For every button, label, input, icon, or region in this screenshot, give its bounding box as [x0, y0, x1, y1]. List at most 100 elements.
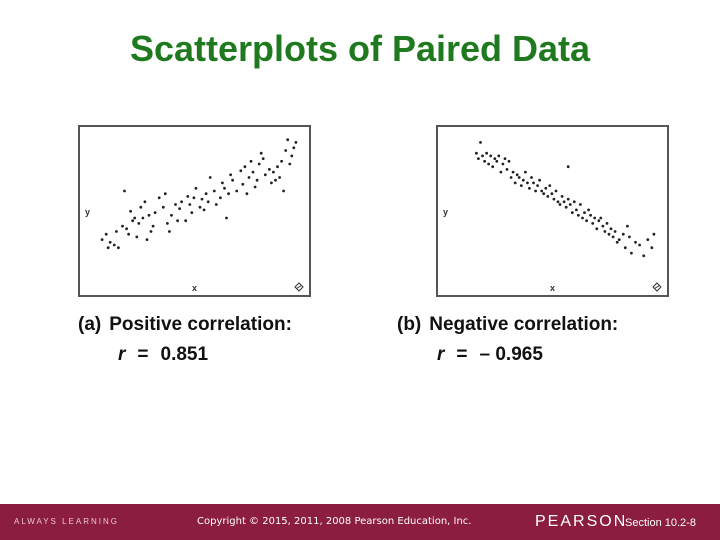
r-negative-equals: =	[456, 344, 468, 365]
positive-point-74	[176, 219, 179, 223]
positive-point-20	[168, 230, 171, 233]
negative-calculator-busy-icon	[652, 282, 662, 292]
negative-point-16	[507, 159, 511, 163]
footer-brand-logo: PEARSON	[535, 513, 628, 530]
negative-point-11	[497, 154, 501, 158]
positive-point-66	[278, 176, 281, 179]
negative-point-13	[501, 162, 505, 166]
negative-point-71	[628, 235, 631, 239]
positive-point-15	[149, 230, 153, 233]
negative-point-63	[605, 222, 609, 225]
positive-point-23	[178, 207, 181, 210]
footer-section-number: Section 10.2-8	[625, 517, 696, 529]
negative-point-17	[509, 176, 513, 179]
negative-point-5	[485, 151, 488, 155]
positive-point-26	[186, 195, 190, 198]
negative-point-14	[503, 157, 507, 160]
positive-point-36	[214, 203, 218, 206]
positive-point-1	[104, 232, 108, 236]
positive-point-48	[249, 159, 253, 163]
positive-point-46	[243, 165, 247, 169]
positive-point-43	[235, 189, 239, 193]
negative-point-75	[642, 254, 646, 258]
positive-point-18	[161, 205, 165, 209]
positive-point-80	[131, 219, 135, 223]
negative-point-40	[556, 200, 560, 204]
caption-positive-text: Positive correlation:	[109, 314, 292, 335]
negative-point-74	[638, 243, 641, 247]
r-positive-number: 0.851	[160, 344, 209, 365]
positive-point-14	[143, 200, 147, 204]
positive-point-0	[100, 238, 104, 241]
negative-point-33	[542, 192, 546, 196]
negative-point-80	[615, 240, 619, 244]
negative-point-61	[601, 224, 605, 228]
negative-point-67	[613, 230, 617, 233]
negative-point-42	[560, 195, 564, 198]
positive-point-42	[231, 178, 235, 182]
negative-point-68	[617, 238, 621, 241]
positive-point-17	[157, 196, 161, 200]
positive-point-39	[223, 186, 226, 190]
negative-point-28	[532, 181, 535, 185]
r-positive-equals: =	[137, 344, 149, 365]
negative-point-26	[528, 186, 531, 190]
positive-point-60	[284, 149, 288, 152]
positive-point-69	[245, 192, 249, 196]
negative-point-31	[538, 178, 541, 182]
positive-point-28	[192, 196, 196, 200]
negative-point-58	[593, 216, 597, 220]
negative-point-2	[477, 157, 480, 160]
negative-point-48	[572, 200, 576, 204]
r-negative-number: – 0.965	[479, 344, 543, 365]
positive-x-axis-label: x	[192, 283, 197, 293]
negative-point-82	[566, 165, 570, 169]
positive-point-29	[194, 186, 198, 190]
negative-point-72	[630, 251, 633, 255]
positive-point-2	[106, 246, 110, 250]
negative-point-21	[517, 176, 521, 179]
positive-point-53	[261, 157, 265, 160]
positive-point-82	[127, 232, 130, 236]
positive-point-55	[268, 168, 271, 171]
positive-point-51	[257, 162, 261, 166]
positive-point-49	[251, 170, 255, 174]
positive-point-4	[112, 243, 116, 247]
positive-point-58	[276, 165, 279, 169]
negative-point-52	[581, 216, 584, 220]
negative-point-32	[540, 189, 544, 193]
negative-point-70	[623, 246, 627, 250]
negative-point-12	[499, 170, 503, 174]
positive-point-63	[292, 146, 296, 150]
scatterplot-positive: yx	[85, 138, 304, 293]
negative-point-77	[650, 246, 654, 250]
positive-point-44	[239, 169, 243, 173]
positive-point-35	[212, 189, 216, 193]
positive-point-13	[139, 205, 143, 209]
negative-point-45	[566, 197, 570, 201]
negative-point-34	[544, 186, 548, 190]
positive-point-7	[121, 224, 124, 228]
positive-point-40	[227, 192, 231, 196]
positive-point-25	[184, 219, 188, 223]
slide-title: Scatterplots of Paired Data	[129, 28, 591, 69]
negative-point-10	[495, 159, 499, 163]
negative-point-47	[570, 211, 574, 214]
negative-point-55	[587, 208, 590, 212]
positive-point-73	[190, 211, 194, 214]
negative-point-46	[568, 203, 572, 206]
footer-copyright: Copyright © 2015, 2011, 2008 Pearson Edu…	[197, 516, 472, 527]
positive-point-61	[288, 162, 292, 166]
positive-point-71	[225, 216, 228, 220]
caption-negative: (b) Negative correlation:	[397, 314, 618, 336]
negative-point-0	[479, 141, 482, 144]
negative-x-axis-label: x	[550, 283, 555, 293]
negative-point-24	[524, 170, 527, 174]
positive-calculator-busy-icon	[294, 282, 304, 292]
negative-point-37	[550, 192, 554, 196]
negative-point-56	[589, 213, 592, 217]
negative-point-15	[505, 168, 509, 171]
negative-point-41	[558, 203, 562, 206]
positive-point-3	[108, 240, 112, 244]
